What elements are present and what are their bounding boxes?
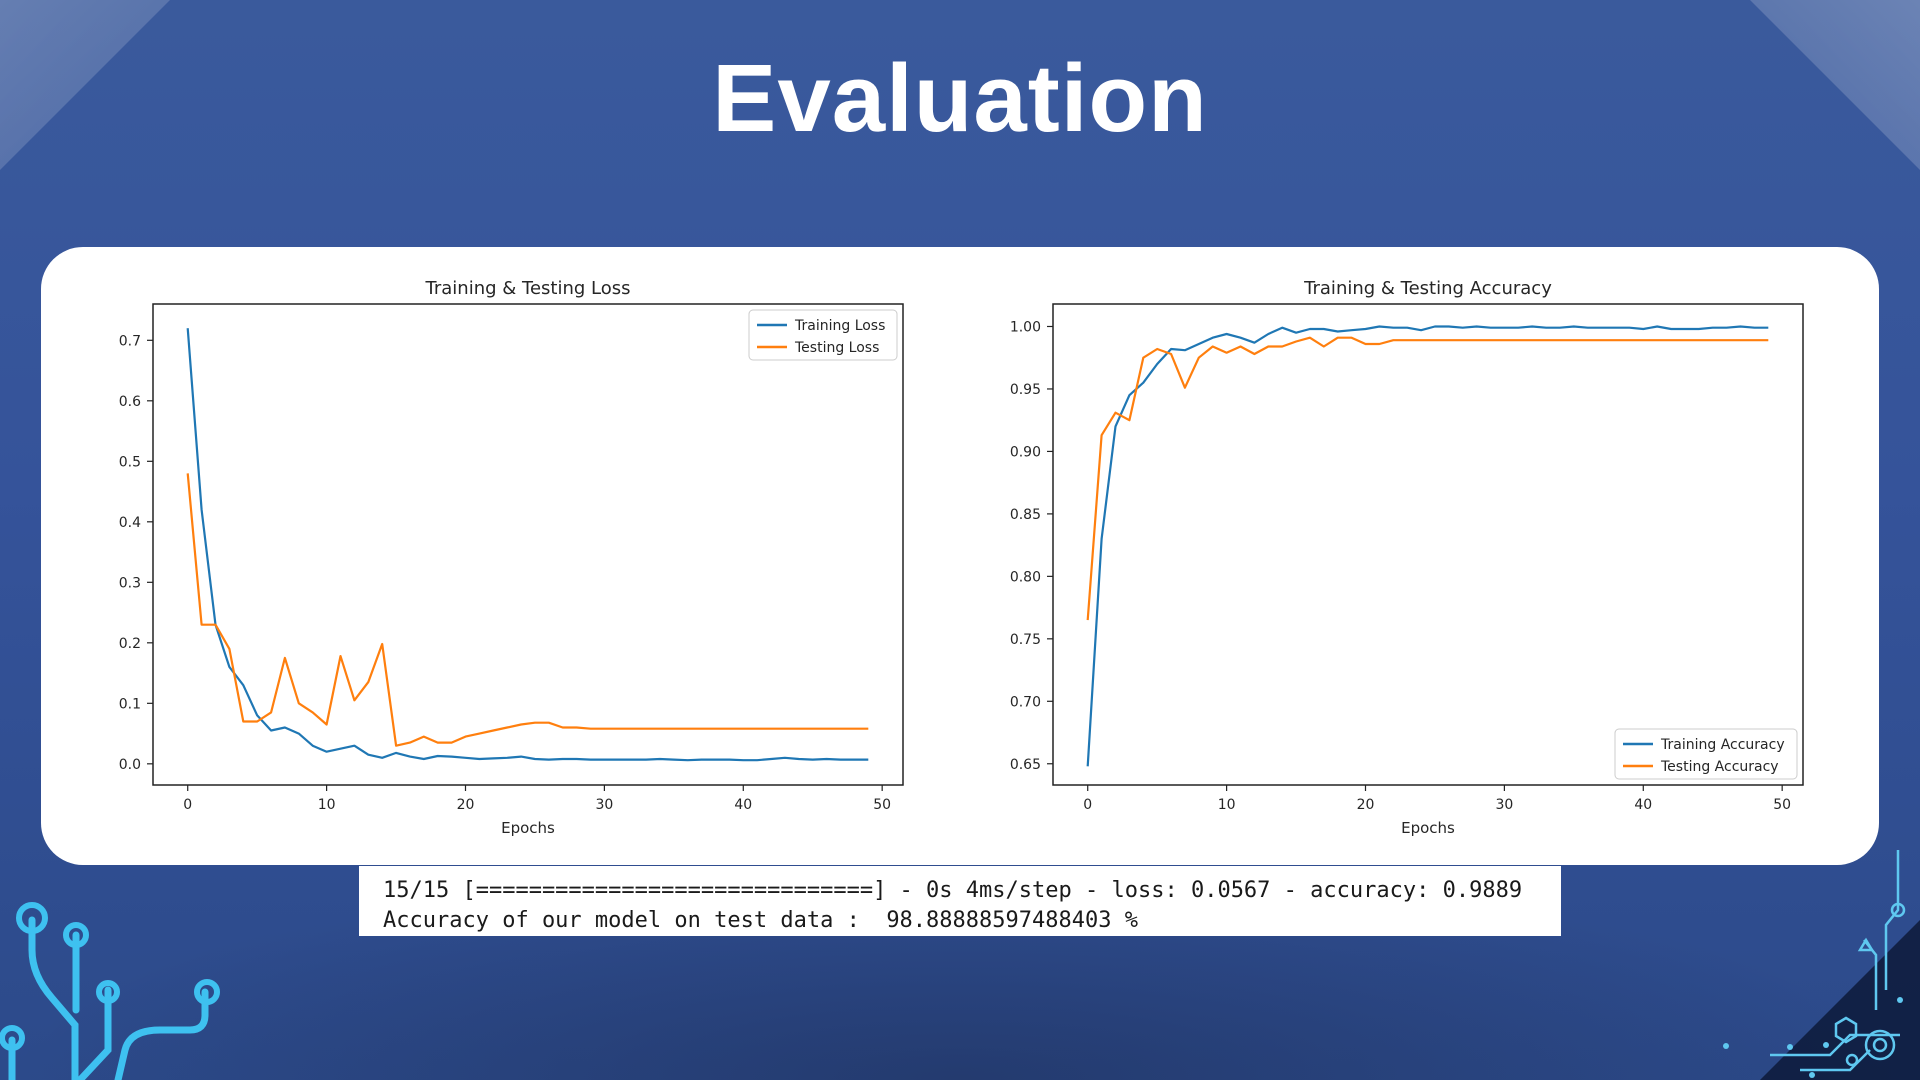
y-tick-label: 0.2 [119,636,141,652]
y-tick-label: 0.95 [1010,382,1041,398]
y-tick-label: 0.65 [1010,757,1041,773]
x-axis-label: Epochs [501,819,555,837]
x-tick-label: 30 [595,797,613,813]
training-loss-line [186,328,869,762]
y-tick-label: 0.5 [119,454,141,470]
chart-title: Training & Testing Loss [425,278,631,299]
x-tick-label: 10 [1218,797,1236,813]
x-tick-label: 50 [1773,797,1791,813]
charts-card: Training & Testing Loss 0 10 20 30 40 50 0.0 0.1… [41,247,1879,865]
y-tick-label: 0.80 [1010,569,1041,585]
console-line-2: Accuracy of our model on test data : 98.… [383,908,1138,933]
y-tick-label: 0.7 [119,333,141,349]
x-tick-label: 0 [1083,797,1092,813]
y-tick-label: 0.1 [119,696,141,712]
circuit-decoration-right [1723,850,1920,1080]
y-tick-label: 0.3 [119,575,141,591]
x-tick-label: 50 [873,797,891,813]
x-tick-label: 20 [1357,797,1375,813]
x-tick-label: 10 [318,797,336,813]
y-tick-label: 0.4 [119,515,141,531]
legend-label: Training Loss [794,318,885,334]
accuracy-chart: Training & Testing Accuracy 0 10 20 30 40 50 0.… [1010,278,1804,837]
x-tick-label: 0 [183,797,192,813]
testing-loss-line [186,473,869,747]
y-tick-label: 0.6 [119,394,141,410]
legend: Training Loss Testing Loss [748,309,898,361]
x-tick-label: 20 [457,797,475,813]
y-tick-label: 0.90 [1010,444,1041,460]
legend-label: Testing Accuracy [1660,759,1779,775]
axes-frame [152,303,904,786]
circuit-decoration-left [0,902,220,1080]
legend-label: Testing Loss [794,340,879,356]
legend-box [1614,728,1798,780]
console-line-1: 15/15 [==============================] -… [383,878,1523,903]
axes-frame [1052,303,1804,786]
y-tick-label: 0.70 [1010,694,1041,710]
console-output: 15/15 [==============================] -… [359,866,1561,936]
x-tick-label: 30 [1495,797,1513,813]
chart-title: Training & Testing Accuracy [1303,278,1552,299]
y-tick-label: 0.0 [119,757,141,773]
training-accuracy-line [1086,325,1769,767]
loss-chart: Training & Testing Loss 0 10 20 30 40 50 0.0 0.1… [119,278,904,837]
testing-accuracy-line [1086,336,1769,621]
legend-label: Training Accuracy [1660,737,1785,753]
y-tick-label: 0.75 [1010,632,1041,648]
y-tick-label: 1.00 [1010,319,1041,335]
y-tick-label: 0.85 [1010,507,1041,523]
x-tick-label: 40 [734,797,752,813]
slide-title: Evaluation [712,45,1208,152]
x-axis-label: Epochs [1401,819,1455,837]
legend: Training Accuracy Testing Accuracy [1614,728,1798,780]
x-tick-label: 40 [1634,797,1652,813]
